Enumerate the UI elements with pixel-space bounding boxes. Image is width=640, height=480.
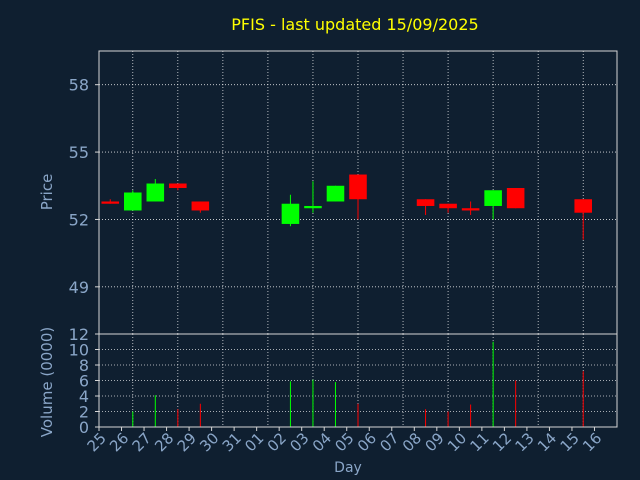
price-y-tick-label: 58 [69,76,89,95]
candle-body [101,201,120,204]
volume-y-tick-label: 6 [79,372,89,391]
volume-y-tick-label: 2 [79,403,89,422]
volume-axis-label: Volume (0000) [38,327,56,437]
candle-body [461,208,480,211]
candle-body [484,190,502,206]
chart-title: PFIS - last updated 15/09/2025 [231,15,478,34]
candlesticks [101,174,593,240]
price-y-tick-label: 55 [69,143,89,162]
volume-bars [132,341,584,427]
candle-body [416,199,435,206]
price-y-tick-label: 49 [69,278,89,297]
candle-body [326,185,345,202]
candle-body [191,201,210,211]
volume-y-tick-label: 12 [69,325,89,344]
volume-y-tick-label: 4 [79,387,89,406]
volume-y-tick-label: 10 [69,341,89,360]
candle-body [439,203,457,209]
volume-y-tick-label: 0 [79,418,89,437]
price-axis-label: Price [38,174,56,211]
x-axis-label: Day [334,460,362,476]
price-y-ticks: 49 52 55 58 [69,76,99,297]
price-y-tick-label: 52 [69,210,89,229]
candle-body [146,183,165,202]
candle-body [506,188,525,209]
candle-body [349,174,367,200]
candle-body [169,183,187,189]
candle-body [304,205,322,209]
candle-body [574,199,593,213]
candle-body [123,192,142,211]
candle-body [281,203,300,224]
volume-y-tick-label: 8 [79,356,89,375]
x-axis-ticks: 2526272829303101020304050607080910111213… [84,427,605,455]
volume-panel-frame [98,333,618,428]
